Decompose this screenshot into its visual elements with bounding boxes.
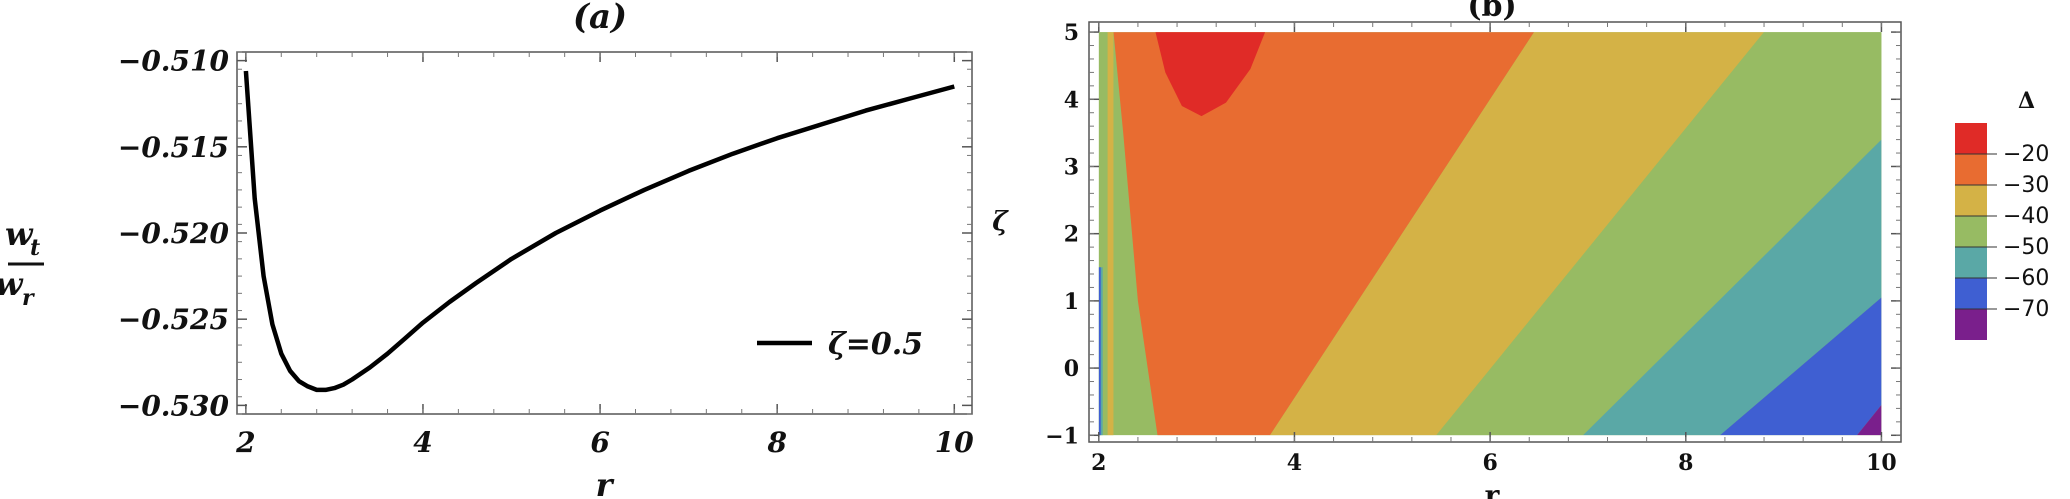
x-tick-label: 6 — [590, 426, 609, 459]
colorbar-label: −20 — [2003, 142, 2049, 167]
colorbar-label: −50 — [2003, 235, 2049, 260]
colorbar-swatch — [1955, 154, 1987, 185]
heatmap-edge-band — [1098, 32, 1108, 436]
panel-b-y-label: ζ — [992, 207, 1009, 237]
x-tick-label: 2 — [1091, 450, 1106, 476]
panel-a-y-label: w t w r — [0, 215, 44, 311]
colorbar-swatch — [1955, 309, 1987, 340]
y-tick-label: −0.530 — [118, 389, 230, 422]
heatmap-edge-band — [1107, 32, 1114, 436]
y-tick-label: −0.515 — [118, 131, 229, 164]
series-line-zeta-0-5 — [243, 70, 955, 393]
panel-b: (b) −1 0 1 2 3 4 5 2 4 6 8 10 ζ r Δ −20 −30 −40 −50 −6… — [992, 0, 2049, 499]
colorbar-swatches — [1955, 123, 1987, 340]
panel-b-y-ticks: −1 0 1 2 3 4 5 — [1045, 20, 1901, 449]
x-tick-label: 10 — [935, 426, 974, 459]
panel-a-title: (a) — [573, 0, 627, 37]
colorbar-label: −40 — [2003, 204, 2049, 229]
y-label-numerator-sub: t — [30, 235, 40, 261]
heatmap-region — [1113, 32, 1535, 436]
panel-a: (a) −0.510 −0.515 −0.520 −0.525 −0.530 2 4 6 8 1… — [0, 0, 974, 499]
y-label-numerator: w — [5, 215, 34, 253]
heatmap-region — [1583, 139, 1882, 436]
heatmap-region — [1436, 32, 1882, 436]
colorbar-labels: −20 −30 −40 −50 −60 −70 — [1955, 142, 2049, 322]
colorbar-title: Δ — [2018, 88, 2035, 114]
heatmap-regions — [1098, 32, 1882, 436]
x-tick-label: 6 — [1482, 450, 1497, 476]
y-tick-label: 5 — [1064, 20, 1079, 46]
panel-a-x-ticks: 2 4 6 8 10 — [235, 52, 974, 459]
colorbar-swatch — [1955, 216, 1987, 247]
colorbar-label: −70 — [2003, 297, 2049, 322]
heatmap-region — [1270, 32, 1764, 436]
x-tick-label: 8 — [1678, 450, 1693, 476]
y-tick-label: 2 — [1064, 222, 1079, 248]
y-tick-label: −0.520 — [118, 217, 230, 250]
panel-b-frame — [1088, 21, 1902, 443]
panel-b-x-label: r — [1485, 479, 1501, 499]
x-tick-label: 8 — [766, 426, 786, 459]
colorbar-swatch — [1955, 185, 1987, 216]
y-label-denominator-sub: r — [22, 285, 35, 311]
y-label-denominator: w — [0, 265, 24, 303]
y-tick-label: 4 — [1064, 87, 1079, 113]
x-tick-label: 2 — [235, 426, 255, 459]
colorbar-swatch — [1955, 123, 1987, 154]
heatmap-edge-band — [1098, 267, 1101, 436]
panel-a-y-ticks: −0.510 −0.515 −0.520 −0.525 −0.530 — [118, 45, 972, 422]
legend-label: ζ=0.5 — [828, 327, 923, 362]
y-tick-label: −0.525 — [118, 303, 229, 336]
x-tick-label: 4 — [413, 426, 432, 459]
colorbar-label: −30 — [2003, 173, 2049, 198]
x-tick-label: 10 — [1866, 450, 1897, 476]
colorbar-swatch — [1955, 247, 1987, 278]
panel-b-x-ticks: 2 4 6 8 10 — [1091, 22, 1897, 476]
x-tick-label: 4 — [1287, 450, 1302, 476]
y-tick-label: 0 — [1064, 356, 1079, 382]
y-tick-label: 1 — [1064, 289, 1079, 315]
heatmap-region — [1155, 32, 1266, 117]
y-tick-label: −1 — [1045, 423, 1079, 449]
heatmap-region — [1720, 297, 1882, 436]
y-tick-label: −0.510 — [118, 45, 230, 78]
panel-b-title: (b) — [1467, 0, 1516, 24]
panel-a-legend: ζ=0.5 — [757, 327, 923, 362]
colorbar: Δ −20 −30 −40 −50 −60 −70 — [1955, 88, 2049, 340]
colorbar-label: −60 — [2003, 266, 2049, 291]
y-tick-label: 3 — [1064, 154, 1079, 180]
colorbar-swatch — [1955, 278, 1987, 309]
panel-a-x-label: r — [596, 466, 615, 499]
heatmap-region — [1857, 405, 1882, 436]
